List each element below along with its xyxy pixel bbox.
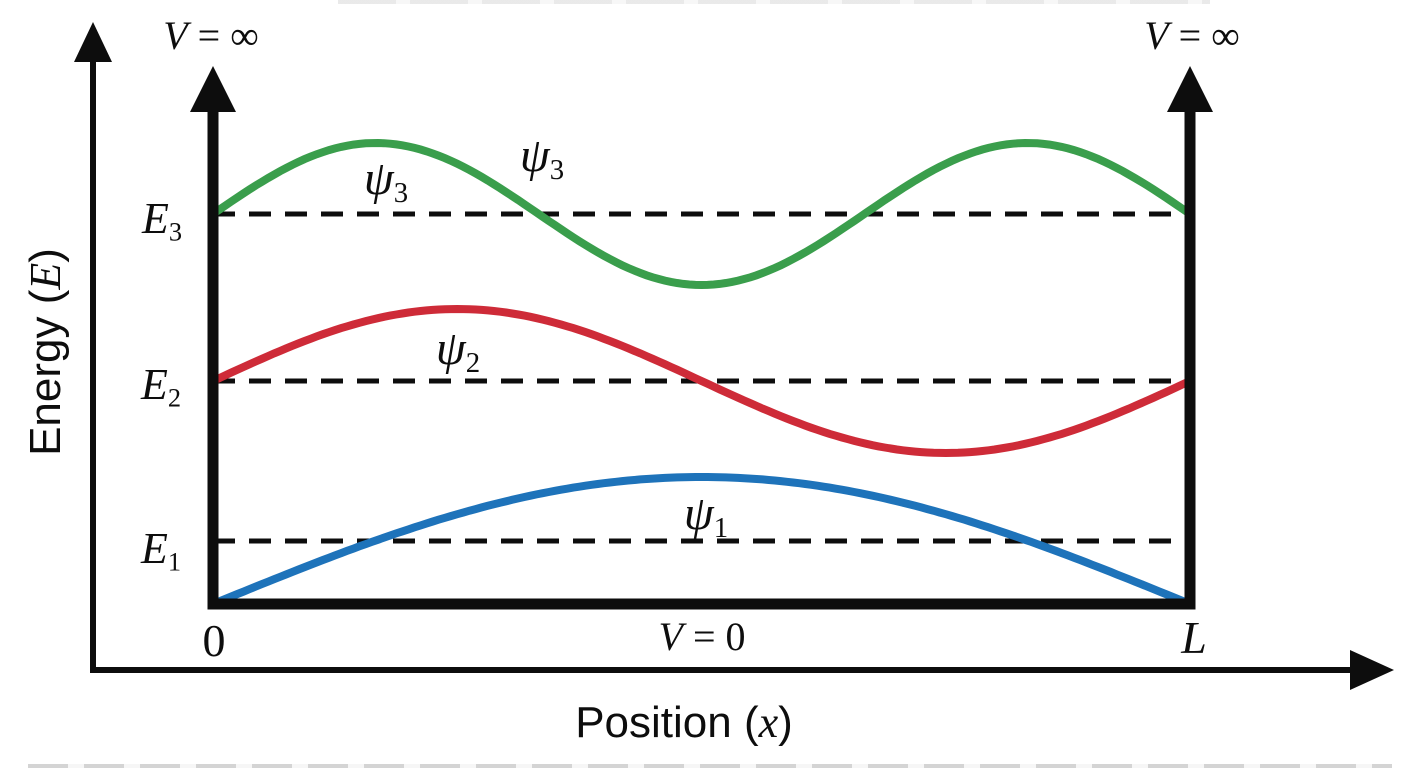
wavefunction-curve-psi2 [209, 304, 1194, 458]
energy-level-label-e3: E3 [141, 194, 182, 245]
potential-infinity-label-left: V = ∞ [163, 16, 259, 56]
x-axis-title-close-paren: ) [778, 698, 793, 747]
e3-subscript: 3 [168, 216, 183, 247]
psi-symbol: ψ [519, 129, 550, 182]
potential-zero-label: V = 0 [659, 617, 746, 657]
energy-variable: E [21, 262, 70, 290]
wavefunction-curve-psi1 [209, 473, 1194, 608]
x-tick-zero: 0 [202, 615, 226, 666]
v-symbol: V [658, 614, 683, 659]
potential-infinity-label-right: V = ∞ [1144, 16, 1240, 56]
wavefunction-label-psi3-right: ψ3 [519, 129, 564, 185]
v-symbol: V [163, 13, 188, 58]
energy-level-label-e1: E1 [140, 524, 181, 575]
psi-symbol: ψ [683, 487, 714, 540]
e-symbol: E [141, 194, 169, 243]
equals-infinity-text: = ∞ [1168, 13, 1240, 58]
psi-symbol: ψ [363, 152, 394, 205]
x-axis-arrowhead [1350, 650, 1394, 690]
v-symbol: V [1144, 13, 1169, 58]
equals-zero-text: = 0 [682, 614, 746, 659]
wavefunction-label-psi1: ψ1 [683, 487, 728, 543]
right-wall-arrowhead [1167, 66, 1213, 112]
psi3-subscript: 3 [549, 154, 565, 187]
position-variable: x [758, 698, 779, 747]
y-axis-arrowhead [74, 22, 112, 62]
wavefunction-label-psi3-left: ψ3 [363, 152, 408, 208]
psi-symbol: ψ [435, 322, 466, 375]
y-axis-title: Energy (E) [21, 248, 70, 456]
x-axis-title: Position (x) [575, 701, 793, 745]
e-symbol: E [140, 524, 168, 573]
psi2-subscript: 2 [465, 347, 481, 380]
y-axis-title-text: Energy ( [21, 289, 70, 456]
energy-level-label-e2: E2 [140, 360, 181, 411]
psi3-subscript: 3 [393, 177, 409, 210]
wavefunction-label-psi2: ψ2 [435, 322, 480, 378]
e2-subscript: 2 [167, 382, 182, 413]
psi1-subscript: 1 [713, 512, 729, 545]
wavefunction-curve-psi3 [209, 138, 1194, 290]
left-wall-arrowhead [190, 66, 236, 112]
x-axis-title-text: Position ( [575, 698, 759, 747]
y-axis-title-close-paren: ) [21, 248, 70, 263]
e1-subscript: 1 [167, 546, 182, 577]
e-symbol: E [140, 360, 168, 409]
equals-infinity-text: = ∞ [187, 13, 259, 58]
x-tick-L: L [1181, 612, 1207, 663]
